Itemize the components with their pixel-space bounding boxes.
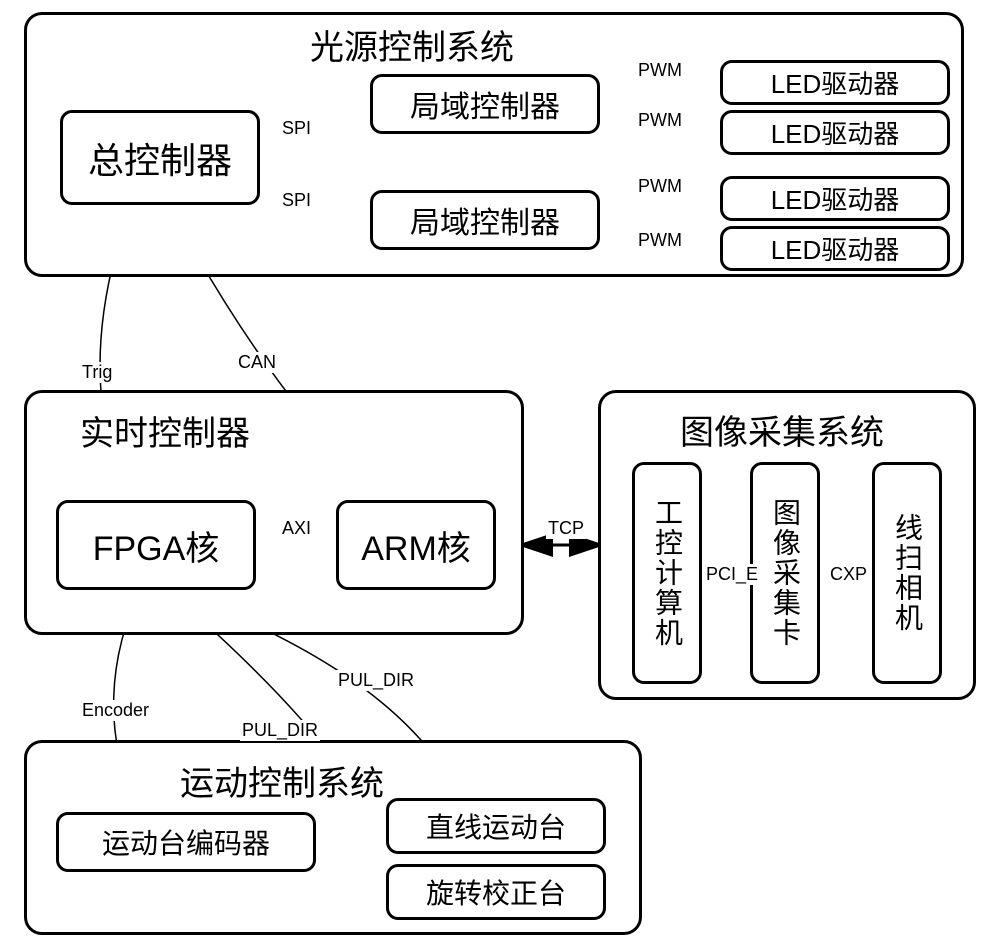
edge-label-cxp: CXP bbox=[828, 564, 869, 585]
node-fpga-core: FPGA核 bbox=[56, 500, 256, 590]
edge-label-enc: Encoder bbox=[80, 700, 151, 721]
edge-label-pwm3: PWM bbox=[636, 176, 684, 197]
edge-label-pwm2: PWM bbox=[636, 110, 684, 131]
diagram-canvas: 光源控制系统 实时控制器 图像采集系统 运动控制系统 总控制器 局域控制器 局域… bbox=[0, 0, 1000, 949]
edge-label-can: CAN bbox=[236, 352, 278, 373]
node-frame-grabber: 图像采集卡 bbox=[750, 462, 820, 684]
node-local-controller-2: 局域控制器 bbox=[370, 190, 600, 250]
edge-label-pul2: PUL_DIR bbox=[240, 720, 320, 741]
title-light-source-control: 光源控制系统 bbox=[310, 20, 514, 69]
edge-label-pwm1: PWM bbox=[636, 60, 684, 81]
node-led-driver-4: LED驱动器 bbox=[720, 226, 950, 271]
node-line-scan-camera: 线扫相机 bbox=[872, 462, 942, 684]
node-led-driver-1: LED驱动器 bbox=[720, 60, 950, 105]
node-led-driver-3: LED驱动器 bbox=[720, 176, 950, 221]
edge-label-tcp: TCP bbox=[546, 518, 586, 539]
node-rotary-stage: 旋转校正台 bbox=[386, 864, 606, 920]
node-stage-encoder: 运动台编码器 bbox=[56, 812, 316, 872]
edge-label-trig: Trig bbox=[80, 362, 114, 383]
node-master-controller: 总控制器 bbox=[60, 110, 260, 205]
node-led-driver-2: LED驱动器 bbox=[720, 110, 950, 155]
node-linear-stage: 直线运动台 bbox=[386, 798, 606, 854]
title-motion-control: 运动控制系统 bbox=[180, 756, 384, 805]
edge-label-pcie: PCI_E bbox=[704, 564, 760, 585]
node-local-controller-1: 局域控制器 bbox=[370, 74, 600, 134]
edge-label-pwm4: PWM bbox=[636, 230, 684, 251]
node-arm-core: ARM核 bbox=[336, 500, 496, 590]
node-industrial-pc: 工控计算机 bbox=[632, 462, 702, 684]
edge-label-spi1: SPI bbox=[280, 118, 313, 139]
title-realtime-controller: 实时控制器 bbox=[80, 406, 250, 455]
edge-label-pul1: PUL_DIR bbox=[336, 670, 416, 691]
edge-label-axi: AXI bbox=[280, 518, 313, 539]
edge-label-spi2: SPI bbox=[280, 190, 313, 211]
title-image-acquisition: 图像采集系统 bbox=[680, 405, 884, 454]
